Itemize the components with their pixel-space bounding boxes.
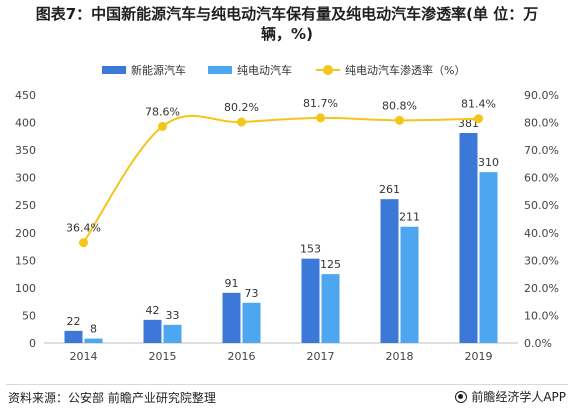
y-tick-label: 450 xyxy=(15,89,36,102)
bar-label-bev: 310 xyxy=(478,156,499,169)
bar-nev xyxy=(143,319,162,343)
rate-point xyxy=(158,121,167,131)
chart-title: 图表7：中国新能源汽车与纯电动汽车保有量及纯电动汽车渗透率(单 位：万辆，%) xyxy=(35,5,539,43)
bar-label-bev: 211 xyxy=(399,211,420,224)
bar-label-nev: 22 xyxy=(67,315,81,328)
y2-tick-label: 50.0% xyxy=(524,199,559,212)
y2-tick-label: 0.0% xyxy=(524,337,552,350)
x-tick-label: 2014 xyxy=(70,350,98,363)
y2-tick-label: 70.0% xyxy=(524,144,559,157)
x-tick-label: 2017 xyxy=(307,350,335,363)
bar-label-nev: 153 xyxy=(300,243,321,256)
source-note: 资料来源：公安部 前瞻产业研究院整理 xyxy=(8,391,216,405)
bar-label-nev: 42 xyxy=(146,304,160,317)
legend-label-bev: 纯电动汽车 xyxy=(237,64,292,77)
y2-tick-label: 20.0% xyxy=(524,282,559,295)
legend-swatch-nev xyxy=(102,66,126,74)
y2-tick-label: 60.0% xyxy=(524,172,559,185)
brand-logo-icon xyxy=(455,390,468,403)
rate-point xyxy=(79,238,88,248)
rate-point xyxy=(316,113,325,123)
bar-label-bev: 125 xyxy=(320,258,341,271)
y2-tick-label: 90.0% xyxy=(524,89,559,102)
legend-swatch-bev xyxy=(208,66,232,74)
x-tick-label: 2015 xyxy=(149,350,177,363)
legend-label-nev: 新能源汽车 xyxy=(131,64,186,77)
rate-point xyxy=(474,114,483,124)
y2-tick-label: 80.0% xyxy=(524,117,559,130)
bar-label-bev: 73 xyxy=(245,287,259,300)
legend-item-bev: 纯电动汽车 xyxy=(208,61,292,79)
rate-label: 81.4% xyxy=(461,98,496,111)
x-tick-label: 2018 xyxy=(386,350,414,363)
bar-bev xyxy=(479,172,498,343)
y-tick-label: 150 xyxy=(15,254,36,267)
rate-label: 80.2% xyxy=(224,101,259,114)
y-tick-label: 250 xyxy=(15,199,36,212)
brand-label: 前瞻经济学人APP xyxy=(471,390,566,404)
legend-label-rate: 纯电动汽车渗透率（%） xyxy=(345,64,466,77)
x-tick-label: 2016 xyxy=(228,350,256,363)
bar-nev xyxy=(380,199,399,343)
bar-nev xyxy=(64,330,83,343)
bar-bev xyxy=(242,302,261,343)
rate-point xyxy=(395,115,404,125)
rate-label: 36.4% xyxy=(66,222,101,235)
x-tick-label: 2019 xyxy=(465,350,493,363)
y-tick-label: 300 xyxy=(15,172,36,185)
bar-nev xyxy=(459,133,478,343)
y-tick-label: 400 xyxy=(15,117,36,130)
rate-label: 81.7% xyxy=(303,97,338,110)
y2-tick-label: 10.0% xyxy=(524,309,559,322)
y2-tick-label: 40.0% xyxy=(524,227,559,240)
bar-bev xyxy=(400,226,419,343)
legend-swatch-rate xyxy=(316,65,340,75)
rate-point xyxy=(237,117,246,127)
chart-canvas: 0 50 100 150 200 250 300 350 400 450 0.0% 10.0% 20.0… xyxy=(15,89,559,363)
bar-label-nev: 91 xyxy=(225,277,239,290)
y-tick-label: 50 xyxy=(22,309,36,322)
bar-bev xyxy=(163,324,182,343)
rate-label: 78.6% xyxy=(145,105,180,118)
y-tick-label: 200 xyxy=(15,227,36,240)
legend-item-nev: 新能源汽车 xyxy=(102,61,186,79)
legend-item-rate: 纯电动汽车渗透率（%） xyxy=(316,61,465,79)
y-tick-label: 350 xyxy=(15,144,36,157)
footer-divider xyxy=(6,384,568,385)
bar-nev xyxy=(301,258,320,343)
y2-tick-label: 30.0% xyxy=(524,254,559,267)
bar-label-nev: 381 xyxy=(458,117,479,130)
rate-label: 80.8% xyxy=(382,99,417,112)
bar-bev xyxy=(84,338,103,343)
bar-label-bev: 33 xyxy=(166,309,180,322)
brand-mark: 前瞻经济学人APP xyxy=(455,388,566,405)
chart-legend: 新能源汽车 纯电动汽车 纯电动汽车渗透率（%） xyxy=(0,61,574,79)
footer: 资料来源：公安部 前瞻产业研究院整理 前瞻经济学人APP xyxy=(0,384,574,416)
bar-label-nev: 261 xyxy=(379,183,400,196)
y-tick-label: 100 xyxy=(15,282,36,295)
bar-bev xyxy=(321,274,340,343)
y-tick-label: 0 xyxy=(29,337,36,350)
bar-label-bev: 8 xyxy=(90,323,97,336)
bar-nev xyxy=(222,292,241,343)
